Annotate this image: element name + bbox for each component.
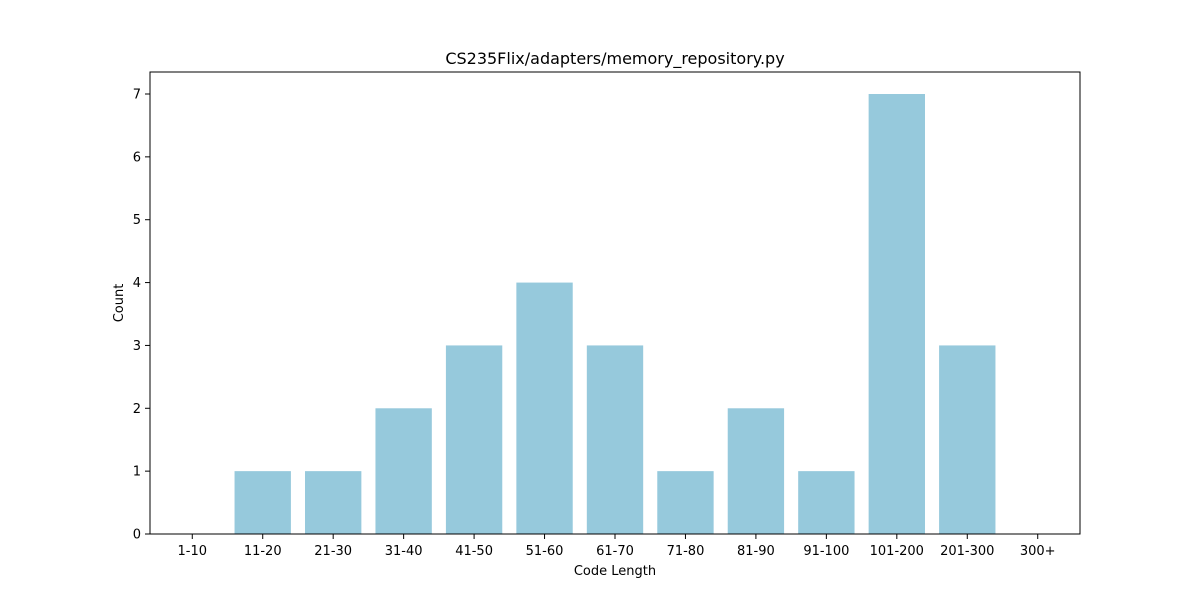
x-tick-label: 1-10 bbox=[178, 544, 208, 559]
y-axis-label: Count bbox=[112, 284, 127, 323]
x-tick-label: 201-300 bbox=[940, 544, 994, 559]
y-tick-label: 1 bbox=[133, 465, 141, 480]
x-tick-label: 51-60 bbox=[526, 544, 564, 559]
x-tick-label: 300+ bbox=[1020, 544, 1056, 559]
y-tick-label: 2 bbox=[133, 402, 141, 417]
y-tick-label: 0 bbox=[133, 528, 141, 543]
x-tick-label: 11-20 bbox=[244, 544, 282, 559]
bar-51-60 bbox=[516, 283, 572, 534]
bar-61-70 bbox=[587, 345, 643, 534]
bar-101-200 bbox=[869, 94, 925, 534]
bar-201-300 bbox=[939, 345, 995, 534]
x-axis-ticks: 1-10 11-20 21-30 31-40 41-50 51-60 61-70 71-80 8… bbox=[178, 534, 1056, 559]
x-tick-label: 71-80 bbox=[667, 544, 705, 559]
y-axis-ticks: 0 1 2 3 4 5 6 7 bbox=[133, 88, 150, 543]
y-tick-label: 5 bbox=[133, 213, 141, 228]
y-tick-label: 6 bbox=[133, 150, 141, 165]
x-tick-label: 21-30 bbox=[314, 544, 352, 559]
y-tick-label: 7 bbox=[133, 88, 141, 103]
x-tick-label: 41-50 bbox=[455, 544, 493, 559]
bars-group bbox=[235, 94, 996, 534]
bar-41-50 bbox=[446, 345, 502, 534]
x-tick-label: 31-40 bbox=[385, 544, 423, 559]
x-tick-label: 101-200 bbox=[870, 544, 924, 559]
x-tick-label: 91-100 bbox=[803, 544, 849, 559]
bar-81-90 bbox=[728, 408, 784, 534]
bar-31-40 bbox=[375, 408, 431, 534]
y-tick-label: 4 bbox=[133, 276, 141, 291]
x-axis-label: Code Length bbox=[574, 564, 656, 579]
bar-71-80 bbox=[657, 471, 713, 534]
chart-title: CS235Flix/adapters/memory_repository.py bbox=[445, 49, 784, 69]
x-tick-label: 61-70 bbox=[596, 544, 634, 559]
bar-11-20 bbox=[235, 471, 291, 534]
bar-91-100 bbox=[798, 471, 854, 534]
y-tick-label: 3 bbox=[133, 339, 141, 354]
bar-21-30 bbox=[305, 471, 361, 534]
x-tick-label: 81-90 bbox=[737, 544, 775, 559]
